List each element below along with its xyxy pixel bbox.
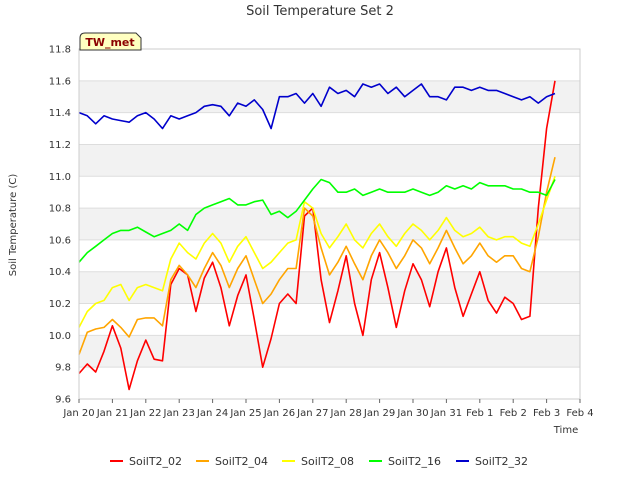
y-tick-label: 11.8 (49, 45, 71, 56)
legend-label: SoilT2_02 (129, 455, 182, 468)
legend-label: SoilT2_08 (301, 455, 354, 468)
grid-band (79, 239, 580, 272)
legend: SoilT2_02 SoilT2_04 SoilT2_08 SoilT2_16 Soil… (110, 455, 528, 468)
series-line-soilt2_08 (78, 176, 556, 328)
x-tick-label: Jan 30 (396, 408, 428, 419)
x-tick-label: Feb 3 (533, 408, 560, 419)
series-line-soilt2_16 (78, 178, 556, 263)
y-tick-label: 11.6 (49, 76, 71, 87)
series-line-soilt2_04 (78, 157, 556, 355)
y-tick-label: 9.6 (55, 395, 71, 406)
grid-band (79, 49, 580, 81)
grid-band (79, 80, 580, 113)
grid-bands (79, 49, 580, 399)
y-tick-label: 10.6 (49, 235, 71, 246)
x-tick-label: Jan 28 (330, 408, 362, 419)
grid-band (79, 367, 580, 399)
x-tick-label: Jan 29 (363, 408, 395, 419)
y-tick-label: 10.2 (49, 299, 71, 310)
legend-item-soilt2_04: SoilT2_04 (196, 455, 268, 468)
x-tick-label: Jan 27 (296, 408, 328, 419)
x-tick-label: Jan 23 (163, 408, 195, 419)
grid-band (79, 335, 580, 368)
y-tick-label: 9.8 (55, 363, 71, 374)
tw-met-badge: TW_met (79, 32, 142, 51)
x-axis: Jan 20 Jan 21 Jan 22 Jan 23 Jan 24 Jan 25 Jan … (62, 399, 594, 419)
x-tick-label: Jan 21 (96, 408, 128, 419)
grid-band (79, 144, 580, 177)
x-tick-label: Jan 26 (263, 408, 295, 419)
grid-band (79, 176, 580, 209)
y-tick-label: 10.0 (49, 331, 71, 342)
y-tick-label: 11.4 (49, 108, 71, 119)
x-tick-label: Feb 2 (500, 408, 527, 419)
grid-band (79, 208, 580, 240)
y-tick-label: 11.0 (49, 172, 71, 183)
grid-band (79, 112, 580, 145)
x-tick-label: Jan 31 (430, 408, 462, 419)
x-tick-label: Jan 20 (62, 408, 94, 419)
x-axis-label: Time (553, 425, 578, 436)
legend-item-soilt2_16: SoilT2_16 (369, 455, 441, 468)
x-tick-label: Feb 4 (566, 408, 593, 419)
legend-label: SoilT2_16 (388, 455, 441, 468)
badge-label: TW_met (85, 36, 134, 49)
x-tick-label: Jan 22 (129, 408, 161, 419)
y-tick-label: 10.8 (49, 204, 71, 215)
plot-frame (78, 48, 581, 400)
legend-item-soilt2_02: SoilT2_02 (110, 455, 182, 468)
series-layer (78, 80, 556, 391)
legend-label: SoilT2_04 (215, 455, 268, 468)
y-axis-label: Soil Temperature (C) (8, 174, 19, 277)
legend-item-soilt2_32: SoilT2_32 (456, 455, 528, 468)
series-line-soilt2_32 (78, 83, 556, 130)
legend-item-soilt2_08: SoilT2_08 (282, 455, 354, 468)
y-axis: 9.6 9.8 10.0 10.2 10.4 10.6 10.8 11.0 11.2 11.4 11… (49, 45, 71, 406)
x-tick-label: Jan 25 (229, 408, 261, 419)
grid-lines (79, 48, 580, 400)
chart-title: Soil Temperature Set 2 (246, 4, 394, 19)
y-tick-label: 10.4 (49, 267, 71, 278)
x-tick-label: Feb 1 (466, 408, 493, 419)
legend-label: SoilT2_32 (475, 455, 528, 468)
series-line-soilt2_02 (78, 80, 556, 391)
x-tick-label: Jan 24 (196, 408, 228, 419)
y-tick-label: 11.2 (49, 140, 71, 151)
